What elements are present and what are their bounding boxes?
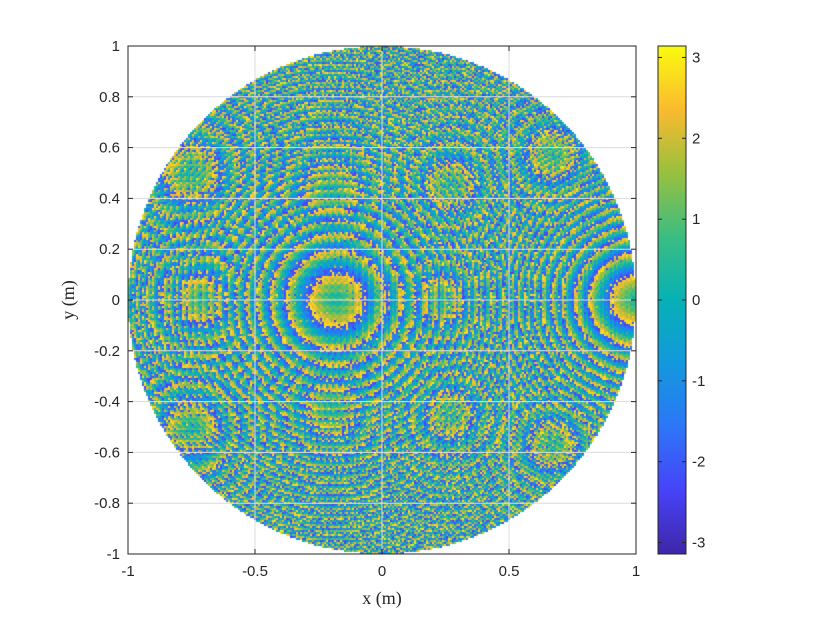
x-axis-label: x (m) bbox=[362, 588, 402, 609]
colorbar-tick-label: 2 bbox=[692, 130, 700, 147]
colorbar-tick-label: -3 bbox=[692, 535, 705, 552]
colorbar-tick-label: 0 bbox=[692, 292, 700, 309]
colorbar bbox=[657, 45, 687, 555]
colorbar-tick-labels: -3 -2 -1 0 1 2 3 bbox=[692, 49, 705, 551]
tick-marks bbox=[127, 45, 637, 555]
colorbar-tick-label: -2 bbox=[692, 454, 705, 471]
x-tick-label: -0.5 bbox=[242, 563, 268, 580]
y-tick-labels: -1 -0.8 -0.6 -0.4 -0.2 0 0.2 0.4 0.6 0.8 1 bbox=[94, 38, 120, 563]
y-tick-label: 0.8 bbox=[99, 89, 120, 106]
x-tick-label: 0 bbox=[378, 563, 386, 580]
y-tick-label: -0.4 bbox=[94, 394, 120, 411]
colorbar-ticks bbox=[658, 56, 686, 544]
y-tick-label: -0.6 bbox=[94, 444, 120, 461]
colorbar-tick-label: -1 bbox=[692, 373, 705, 390]
y-tick-label: 0.6 bbox=[99, 140, 120, 157]
x-tick-label: 1 bbox=[632, 563, 640, 580]
y-axis-label: y (m) bbox=[58, 280, 79, 320]
x-tick-labels: -1 -0.5 0 0.5 1 bbox=[121, 563, 640, 580]
y-tick-label: 0.2 bbox=[99, 241, 120, 258]
y-tick-label: -1 bbox=[107, 546, 120, 563]
colorbar-tick-label: 3 bbox=[692, 49, 700, 66]
y-tick-label: 0.4 bbox=[99, 190, 120, 207]
y-tick-label: -0.8 bbox=[94, 495, 120, 512]
colorbar-tick-label: 1 bbox=[692, 211, 700, 228]
grid-lines bbox=[127, 45, 637, 555]
y-tick-label: 0 bbox=[112, 292, 120, 309]
x-tick-label: 0.5 bbox=[499, 563, 520, 580]
x-tick-label: -1 bbox=[121, 563, 134, 580]
y-tick-label: -0.2 bbox=[94, 343, 120, 360]
y-tick-label: 1 bbox=[112, 38, 120, 55]
